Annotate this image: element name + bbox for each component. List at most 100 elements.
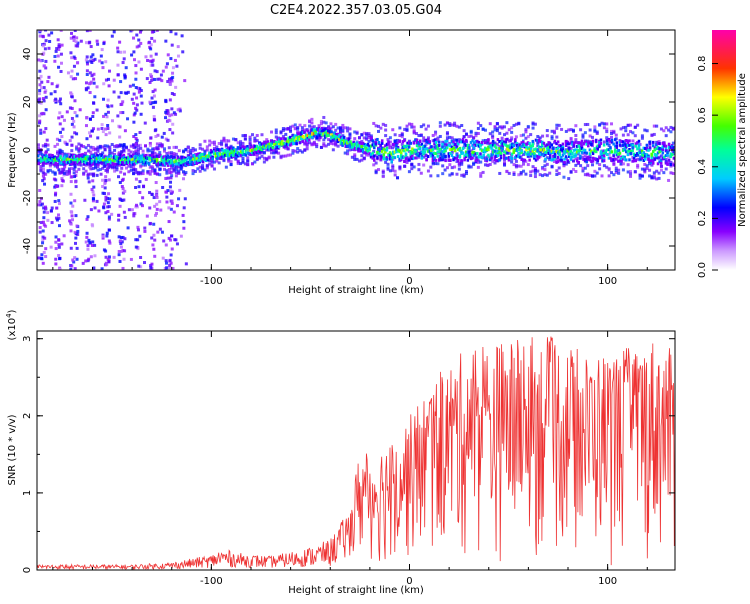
heatmap-cell: [594, 158, 598, 162]
heatmap-cell: [458, 146, 462, 150]
heatmap-cell: [135, 205, 139, 209]
heatmap-cell: [171, 164, 175, 168]
heatmap-cell: [613, 138, 617, 142]
heatmap-cell: [384, 160, 388, 164]
heatmap-cell: [636, 163, 640, 167]
heatmap-cell: [460, 124, 464, 128]
heatmap-cell: [53, 185, 57, 189]
heatmap-cell: [374, 142, 378, 146]
heatmap-cell: [62, 152, 66, 156]
heatmap-cell: [481, 170, 485, 174]
heatmap-cell: [355, 131, 359, 135]
heatmap-cell: [88, 82, 92, 86]
heatmap-cell: [652, 144, 655, 148]
heatmap-cell: [243, 145, 246, 149]
heatmap-cell: [457, 125, 461, 129]
heatmap-cell: [122, 153, 126, 157]
heatmap-cell: [170, 170, 174, 174]
heatmap-cell: [568, 154, 571, 158]
heatmap-cell: [582, 157, 585, 161]
heatmap-cell: [149, 73, 153, 77]
heatmap-cell: [76, 229, 80, 233]
heatmap-cell: [121, 100, 125, 104]
heatmap-cell: [170, 199, 174, 203]
heatmap-cell: [520, 158, 523, 162]
heatmap-cell: [382, 153, 386, 157]
heatmap-cell: [409, 141, 412, 145]
heatmap-cell: [393, 133, 397, 137]
heatmap-cell: [121, 177, 125, 181]
heatmap-cell: [300, 132, 303, 136]
heatmap-cell: [564, 144, 568, 148]
heatmap-cell: [632, 156, 636, 160]
heatmap-cell: [151, 90, 155, 94]
heatmap-cell: [59, 69, 63, 73]
heatmap-cell: [108, 131, 112, 135]
heatmap-cell: [338, 127, 342, 131]
heatmap-cell: [466, 150, 470, 154]
heatmap-cell: [182, 156, 186, 160]
heatmap-cell: [638, 173, 642, 177]
heatmap-cell: [581, 169, 585, 173]
heatmap-cell: [132, 153, 135, 157]
heatmap-cell: [96, 149, 100, 153]
heatmap-cell: [164, 65, 168, 69]
heatmap-cell: [445, 143, 449, 147]
heatmap-cell: [512, 123, 516, 127]
heatmap-cell: [331, 136, 335, 140]
heatmap-cell: [189, 148, 193, 152]
heatmap-cell: [168, 114, 172, 118]
heatmap-cell: [274, 135, 278, 139]
heatmap-cell: [610, 138, 614, 142]
heatmap-cell: [203, 158, 206, 162]
heatmap-cell: [604, 151, 607, 155]
heatmap-cell: [128, 162, 132, 166]
heatmap-cell: [155, 147, 159, 151]
heatmap-cell: [91, 148, 95, 152]
heatmap-cell: [173, 155, 176, 159]
heatmap-cell: [612, 173, 616, 177]
heatmap-cell: [575, 159, 579, 163]
heatmap-cell: [399, 156, 403, 160]
heatmap-cell: [485, 157, 489, 161]
heatmap-cell: [107, 255, 111, 259]
heatmap-cell: [78, 157, 81, 161]
heatmap-cell: [177, 169, 181, 173]
heatmap-cell: [157, 162, 160, 166]
heatmap-cell: [169, 57, 173, 61]
heatmap-cell: [239, 150, 243, 154]
heatmap-cell: [555, 126, 559, 130]
heatmap-cell: [621, 126, 625, 130]
heatmap-cell: [648, 162, 652, 166]
heatmap-cell: [390, 156, 393, 160]
heatmap-cell: [585, 151, 588, 155]
heatmap-cell: [250, 150, 254, 154]
heatmap-cell: [461, 137, 465, 141]
heatmap-cell: [533, 148, 536, 152]
heatmap-cell: [441, 150, 444, 154]
heatmap-cell: [388, 153, 392, 157]
heatmap-cell: [647, 148, 650, 152]
heatmap-cell: [567, 177, 571, 181]
heatmap-cell: [531, 144, 535, 148]
heatmap-cell: [95, 108, 99, 112]
heatmap-cell: [182, 206, 186, 210]
heatmap-cell: [86, 244, 90, 248]
heatmap-cell: [61, 154, 65, 158]
heatmap-cell: [643, 170, 647, 174]
heatmap-cell: [591, 159, 595, 163]
heatmap-cell: [384, 150, 387, 154]
heatmap-cell: [372, 163, 376, 167]
heatmap-cell: [70, 166, 74, 170]
heatmap-cell: [241, 148, 244, 152]
heatmap-cell: [448, 141, 452, 145]
heatmap-cell: [163, 167, 167, 171]
heatmap-cell: [129, 144, 133, 148]
heatmap-cell: [228, 147, 232, 151]
heatmap-cell: [555, 160, 558, 164]
heatmap-cell: [523, 150, 527, 154]
heatmap-cell: [295, 134, 298, 138]
heatmap-cell: [498, 158, 501, 162]
heatmap-cell: [310, 121, 314, 125]
heatmap-cell: [55, 85, 59, 89]
